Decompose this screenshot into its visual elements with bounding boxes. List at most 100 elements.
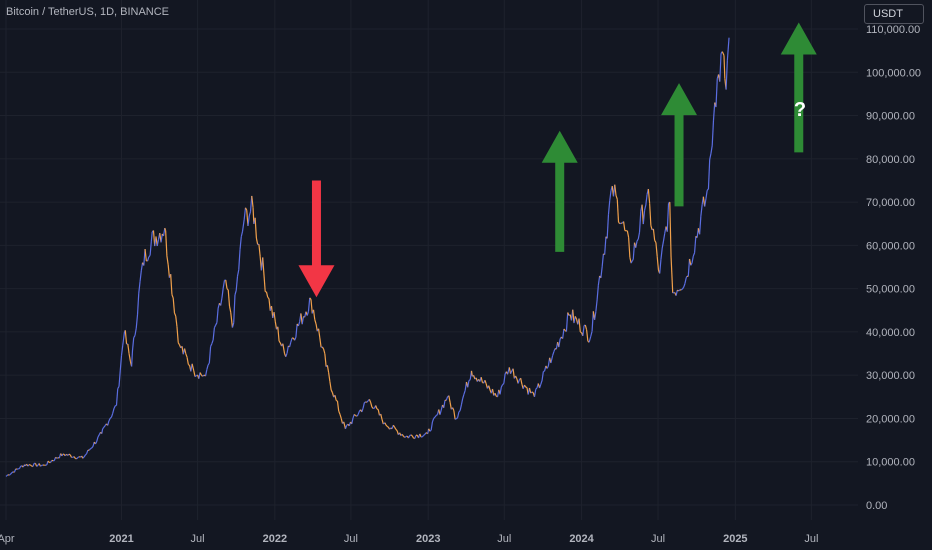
price-segment — [307, 297, 311, 312]
price-segment — [468, 379, 471, 381]
price-segment — [380, 413, 383, 420]
price-segment — [414, 435, 417, 439]
price-segment — [523, 384, 527, 388]
price-segment — [56, 457, 59, 459]
price-segment — [270, 306, 274, 318]
price-segment — [670, 256, 674, 293]
price-segment — [144, 249, 147, 261]
y-axis: 0.00 10,000.00 20,000.00 30,000.00 40,000.00… — [866, 24, 921, 512]
price-segment — [707, 159, 711, 190]
price-segment — [541, 371, 544, 381]
price-segment — [520, 377, 523, 385]
price-segment — [448, 395, 451, 403]
price-segment — [312, 309, 316, 320]
price-segment — [540, 380, 543, 385]
x-tick-label: 2023 — [416, 533, 440, 545]
price-segment — [11, 471, 14, 474]
price-segment — [386, 425, 389, 428]
price-segment — [491, 388, 495, 396]
price-segment — [73, 456, 76, 459]
price-segment — [376, 408, 379, 411]
price-segment — [55, 456, 58, 459]
currency-button[interactable]: USDT — [864, 4, 924, 24]
price-segment — [309, 297, 312, 300]
price-segment — [193, 370, 196, 377]
price-segment — [231, 322, 235, 328]
price-segment — [377, 409, 381, 416]
x-tick-label: 2024 — [569, 533, 594, 545]
price-segment — [262, 257, 265, 275]
price-segment — [319, 337, 322, 348]
y-tick-label: 0.00 — [866, 500, 887, 512]
price-segment — [66, 453, 69, 456]
price-segment — [563, 328, 566, 331]
price-segment — [243, 207, 247, 220]
price-segment — [198, 372, 201, 379]
price-segment — [429, 429, 432, 432]
price-segment — [160, 233, 163, 243]
symbol-header: Bitcoin / TetherUS, 1D, BINANCE — [6, 6, 170, 18]
up-arrow-annotation — [541, 130, 578, 252]
price-segment — [72, 456, 75, 458]
price-segment — [273, 312, 276, 322]
price-segment — [606, 214, 610, 239]
price-segment — [439, 409, 442, 415]
price-segment — [185, 353, 188, 358]
price-segment — [690, 262, 693, 266]
price-segment — [457, 411, 460, 418]
price-segment — [723, 55, 726, 79]
price-segment — [652, 228, 656, 241]
price-segment — [220, 297, 223, 306]
price-segment — [18, 465, 22, 469]
price-segment — [510, 370, 513, 374]
price-segment — [558, 338, 561, 348]
price-segment — [503, 373, 506, 384]
price-segment — [535, 387, 538, 390]
price-segment — [29, 464, 33, 467]
price-segment — [700, 204, 703, 217]
price-segment — [572, 309, 575, 324]
price-segment — [115, 388, 119, 406]
price-segment — [268, 298, 271, 311]
price-segment — [323, 348, 326, 355]
price-segment — [127, 343, 130, 354]
price-segment — [726, 37, 730, 61]
price-segment — [411, 435, 415, 439]
price-segment — [6, 474, 9, 477]
price-segment — [456, 417, 459, 419]
price-segment — [403, 435, 406, 438]
y-tick-label: 70,000.00 — [866, 197, 915, 209]
price-segment — [212, 327, 215, 341]
price-segment — [462, 394, 465, 399]
price-segment — [578, 318, 581, 333]
price-segment — [638, 211, 642, 233]
price-segment — [140, 262, 144, 271]
price-segment — [715, 78, 718, 108]
price-segment — [69, 454, 73, 458]
price-segment — [136, 293, 140, 315]
x-tick-label: Jul — [497, 533, 511, 545]
price-segment — [131, 337, 135, 352]
price-segment — [445, 396, 449, 401]
price-segment — [170, 274, 173, 295]
price-segment — [385, 424, 388, 427]
price-segment — [588, 336, 592, 343]
price-segment — [265, 291, 269, 298]
price-segment — [619, 222, 622, 225]
price-segment — [582, 325, 585, 336]
price-segment — [645, 194, 648, 205]
price-segment — [423, 433, 426, 436]
x-tick-label: Jul — [651, 533, 665, 545]
price-segment — [590, 331, 593, 337]
y-tick-label: 20,000.00 — [866, 413, 915, 425]
price-segment — [314, 319, 317, 325]
price-segment — [480, 377, 483, 383]
price-segment — [8, 473, 12, 476]
price-segment — [431, 418, 435, 423]
price-segment — [324, 353, 327, 367]
price-segment — [113, 405, 116, 409]
price-segment — [362, 402, 365, 409]
price-segment — [454, 417, 458, 420]
price-segment — [580, 331, 582, 334]
